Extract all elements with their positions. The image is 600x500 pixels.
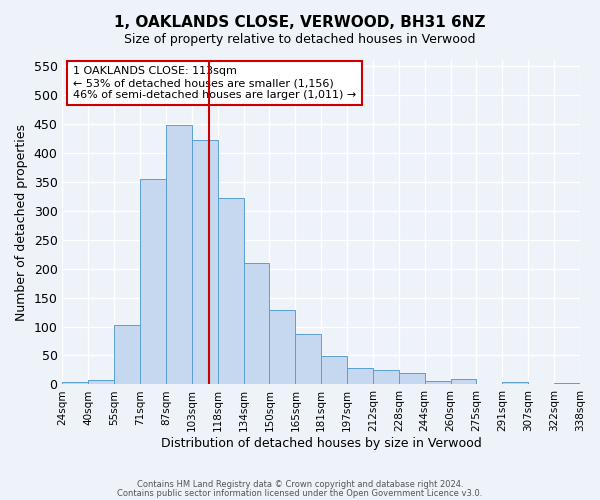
Bar — [451, 378, 476, 384]
Text: Contains HM Land Registry data © Crown copyright and database right 2024.: Contains HM Land Registry data © Crown c… — [137, 480, 463, 489]
Bar — [244, 263, 269, 384]
Bar — [218, 198, 244, 384]
Bar — [399, 373, 425, 384]
Bar — [373, 370, 399, 384]
Bar — [425, 381, 451, 384]
Text: Size of property relative to detached houses in Verwood: Size of property relative to detached ho… — [124, 32, 476, 46]
Bar — [166, 126, 192, 384]
Bar — [554, 382, 580, 384]
Y-axis label: Number of detached properties: Number of detached properties — [15, 124, 28, 320]
Bar — [114, 326, 140, 384]
Bar — [347, 368, 373, 384]
Bar — [140, 180, 166, 384]
Text: 1, OAKLANDS CLOSE, VERWOOD, BH31 6NZ: 1, OAKLANDS CLOSE, VERWOOD, BH31 6NZ — [114, 15, 486, 30]
Text: Contains public sector information licensed under the Open Government Licence v3: Contains public sector information licen… — [118, 489, 482, 498]
Bar — [269, 310, 295, 384]
Bar — [192, 140, 218, 384]
X-axis label: Distribution of detached houses by size in Verwood: Distribution of detached houses by size … — [161, 437, 482, 450]
Bar — [321, 356, 347, 384]
Bar — [295, 334, 321, 384]
Text: 1 OAKLANDS CLOSE: 113sqm
← 53% of detached houses are smaller (1,156)
46% of sem: 1 OAKLANDS CLOSE: 113sqm ← 53% of detach… — [73, 66, 356, 100]
Bar — [62, 382, 88, 384]
Bar — [88, 380, 114, 384]
Bar — [502, 382, 528, 384]
